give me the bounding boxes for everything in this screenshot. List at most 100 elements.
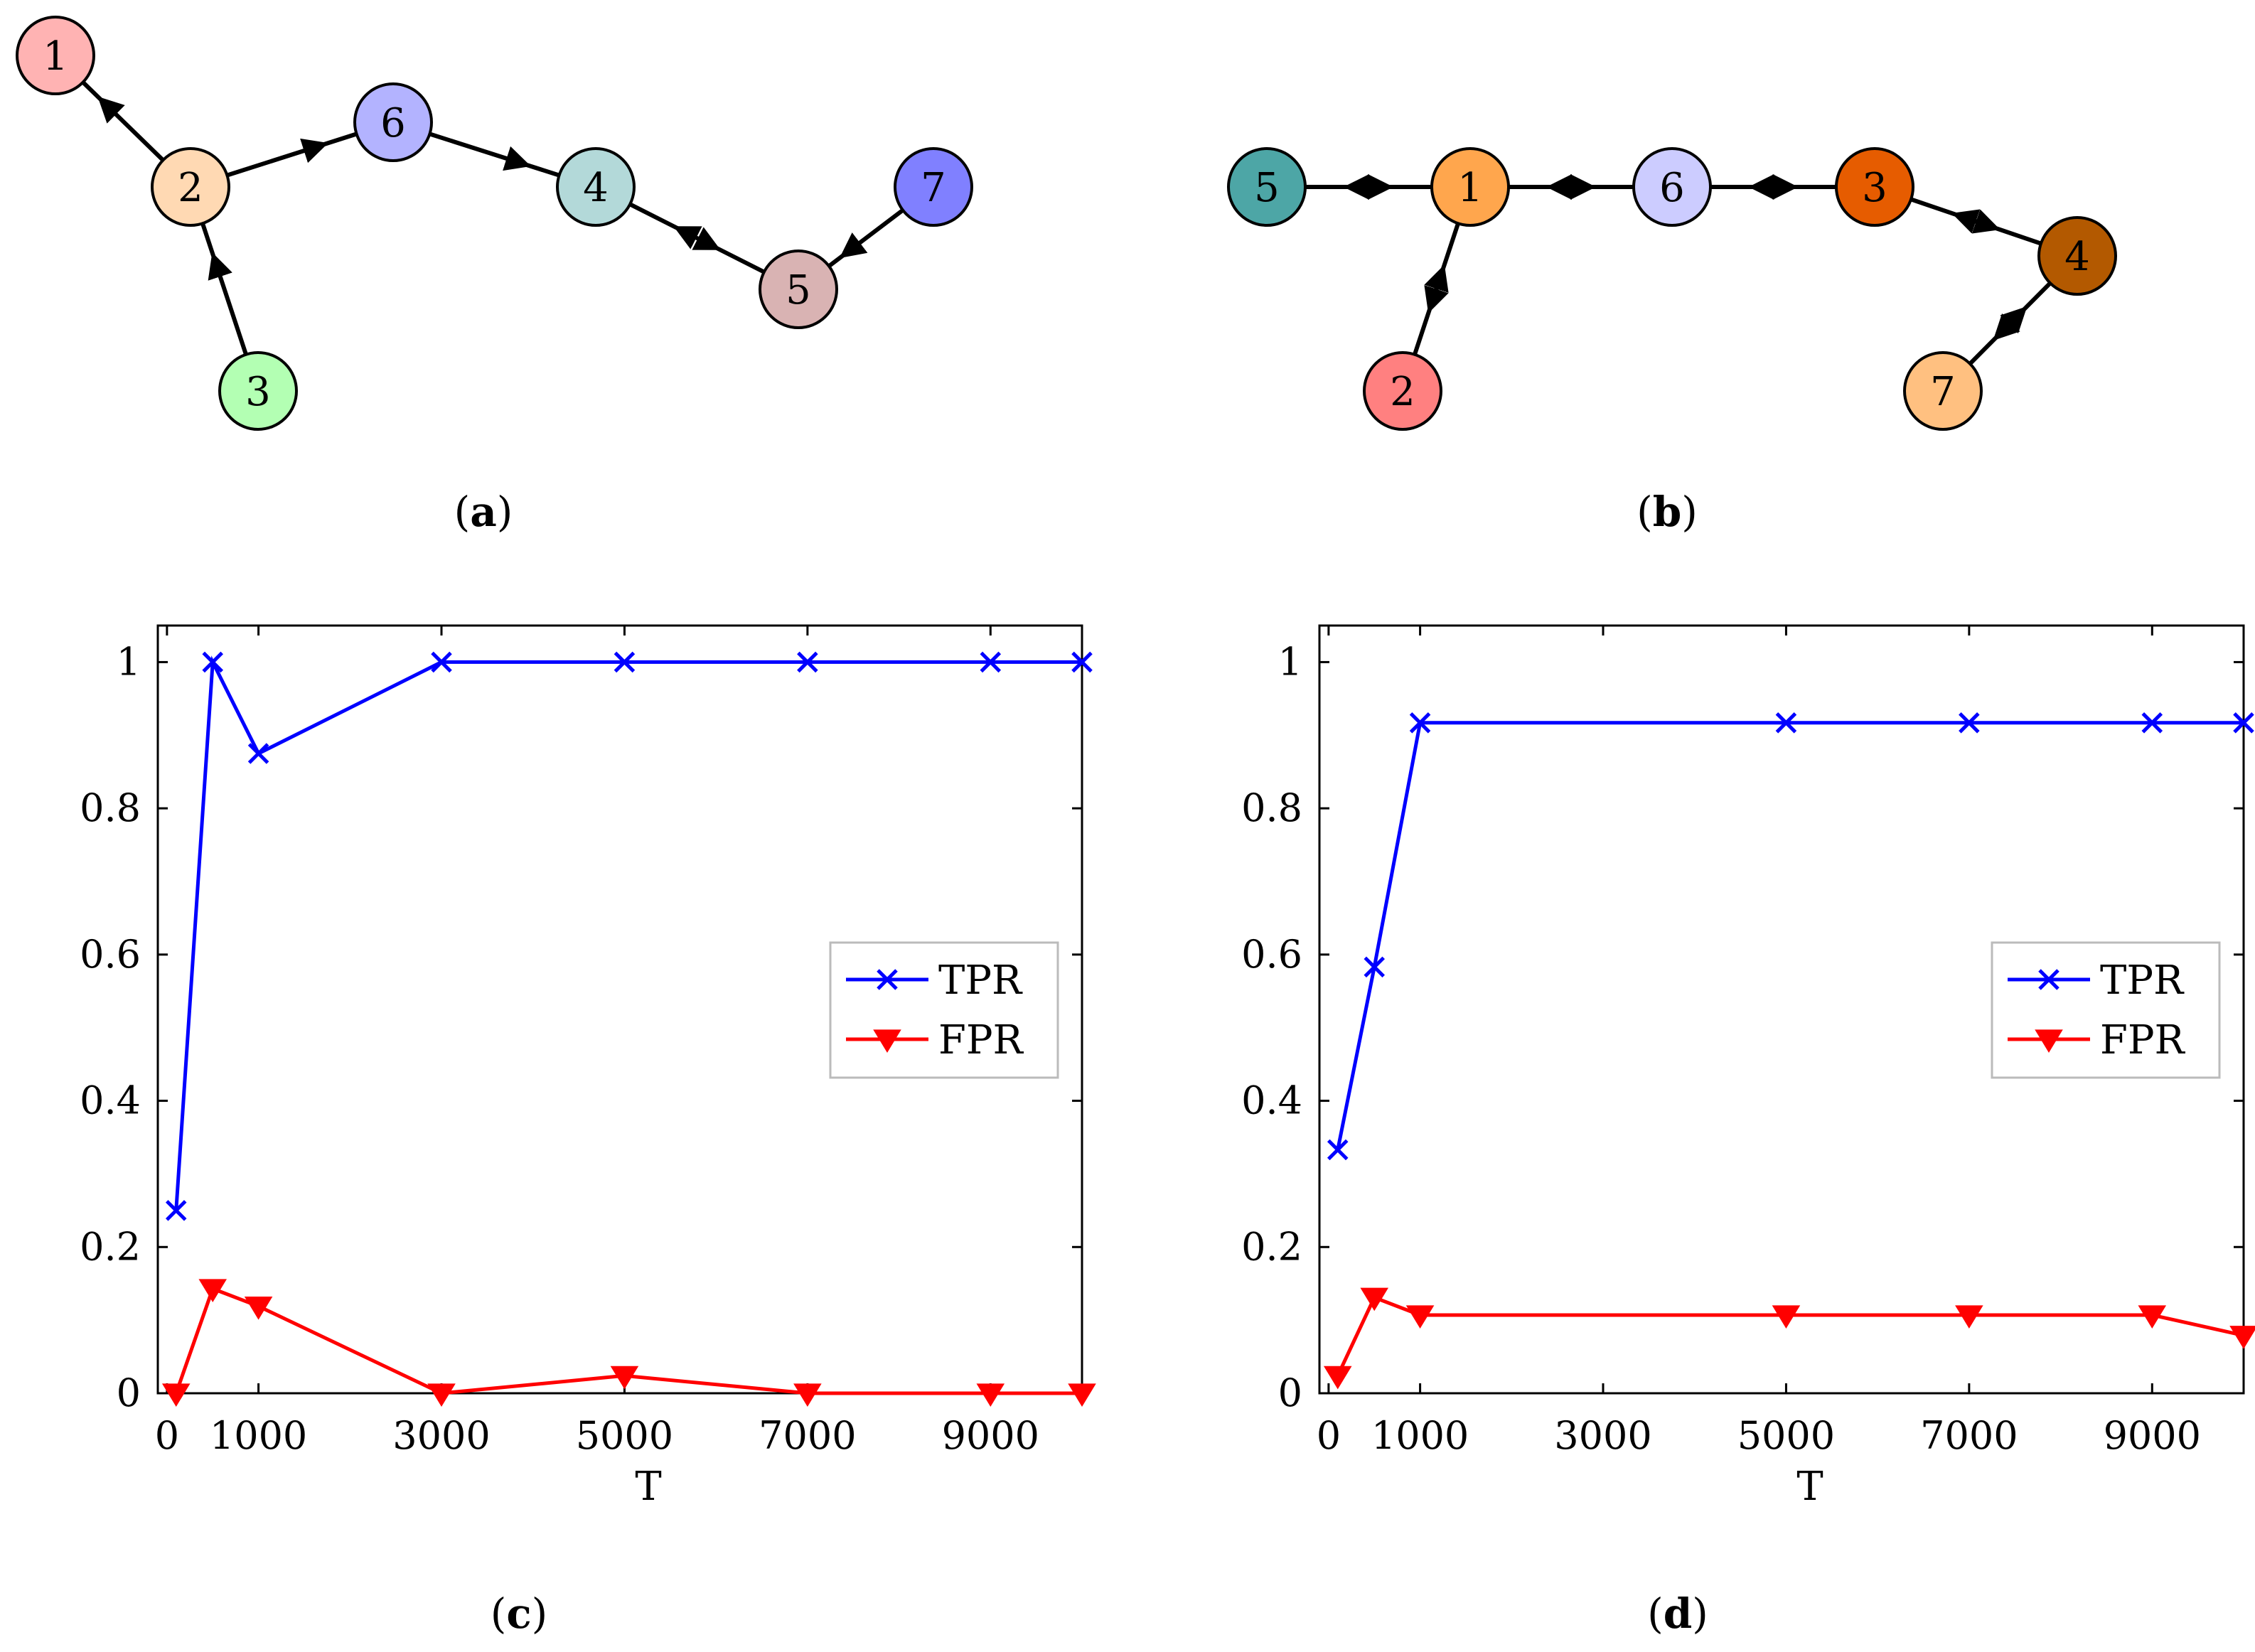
fpr-point: [161, 1383, 191, 1407]
y-tick-label: 1: [117, 639, 141, 684]
legend-label: FPR: [938, 1017, 1024, 1063]
x-axis-label: T: [1796, 1464, 1823, 1510]
graph-node: 3: [1835, 147, 1914, 227]
fpr-point: [2229, 1326, 2255, 1349]
panel-label-a: (a): [454, 488, 513, 536]
tpr-point: [247, 743, 269, 764]
tpr-point: [614, 651, 636, 673]
node-circle: [353, 82, 433, 162]
node-circle: [151, 147, 230, 227]
x-tick-label: 1000: [210, 1413, 307, 1458]
graph-node: 1: [16, 16, 95, 95]
node-circle: [16, 16, 95, 95]
plot-frame: [1318, 624, 2245, 1395]
x-tick-label: 9000: [2104, 1413, 2201, 1458]
node-label: 3: [245, 369, 271, 415]
node-circle: [1835, 147, 1914, 227]
x-tick-label: 5000: [576, 1413, 673, 1458]
series-line-tpr: [1336, 721, 2244, 1150]
y-tick-label: 0: [1278, 1371, 1302, 1415]
tpr-point: [2141, 712, 2163, 734]
node-label: 4: [583, 165, 609, 211]
node-label: 3: [1862, 165, 1887, 211]
edge-arrow: [1424, 264, 1449, 294]
fpr-point: [1772, 1305, 1801, 1329]
x-tick-label: 7000: [1920, 1413, 2018, 1458]
tpr-point: [1071, 651, 1093, 673]
node-label: 7: [1930, 369, 1956, 415]
series-line-tpr: [174, 655, 1082, 1211]
node-circle: [759, 250, 838, 329]
edge-arrow: [1971, 209, 2000, 234]
tpr-point: [980, 651, 1002, 673]
fpr-point: [976, 1383, 1005, 1407]
node-label: 7: [921, 165, 946, 211]
graph-node: 5: [1227, 147, 1307, 227]
edge-arrow: [208, 252, 232, 281]
node-circle: [894, 147, 973, 227]
node-circle: [2037, 216, 2117, 296]
fpr-point: [198, 1279, 227, 1302]
node-label: 1: [1457, 165, 1483, 211]
graph-node: 2: [151, 147, 230, 227]
fpr-point: [873, 1029, 901, 1053]
node-label: 5: [1254, 165, 1280, 211]
tpr-point: [1409, 712, 1431, 734]
tpr-point: [877, 969, 898, 990]
tpr-point: [431, 651, 452, 673]
series-line-fpr: [174, 1286, 1082, 1395]
y-tick-label: 0.2: [1241, 1224, 1302, 1269]
fpr-point: [2035, 1029, 2063, 1053]
graph-node: 2: [1363, 351, 1442, 431]
legend-label: TPR: [938, 958, 1023, 1004]
y-tick-label: 0.6: [1241, 932, 1302, 977]
legend: TPR FPR: [829, 941, 1059, 1079]
tpr-point: [2038, 969, 2060, 990]
tpr-point: [1775, 712, 1797, 734]
node-circle: [1227, 147, 1307, 227]
graph-node: 6: [1632, 147, 1712, 227]
x-tick-label: 3000: [392, 1413, 490, 1458]
edge-arrow: [1424, 284, 1449, 313]
edge-arrow: [300, 138, 328, 163]
edge-arrow: [2000, 306, 2028, 334]
x-tick-label: 0: [155, 1413, 179, 1458]
y-tick-label: 0.8: [80, 785, 141, 830]
tpr-point: [1364, 956, 1385, 978]
node-label: 6: [1659, 165, 1685, 211]
fpr-point: [2138, 1305, 2167, 1329]
y-tick-label: 0.6: [80, 932, 141, 977]
y-tick-label: 0.4: [1241, 1078, 1302, 1123]
y-tick-label: 0: [117, 1371, 141, 1415]
node-circle: [1363, 351, 1442, 431]
graph-node: 7: [1903, 351, 1983, 431]
fpr-point: [610, 1366, 639, 1390]
node-label: 6: [380, 100, 406, 146]
tpr-point: [1959, 712, 1980, 734]
legend-label: TPR: [2100, 958, 2185, 1004]
fpr-point: [1405, 1305, 1435, 1329]
legend-label: FPR: [2100, 1017, 2186, 1063]
graph-panel-b: 5 1 6 3 4 2 7: [1227, 147, 2117, 431]
edge-arrow: [839, 232, 868, 259]
node-circle: [1430, 147, 1510, 227]
node-label: 1: [43, 33, 68, 80]
x-tick-label: 5000: [1737, 1413, 1835, 1458]
fpr-point: [1955, 1305, 1983, 1329]
graph-node: 1: [1430, 147, 1510, 227]
chart-panel-c: 0 0.2 0.4 0.6 0.8 1 0 1000 3000 5000 7000 9000 T TPR F…: [80, 624, 1096, 1510]
y-tick-label: 1: [1278, 639, 1302, 684]
fpr-point: [1068, 1383, 1096, 1407]
fpr-point: [427, 1383, 456, 1407]
x-tick-label: 3000: [1554, 1413, 1651, 1458]
node-label: 2: [178, 165, 203, 211]
node-label: 5: [786, 267, 811, 313]
tpr-point: [202, 651, 223, 673]
tpr-point: [797, 651, 818, 673]
legend-box: [829, 941, 1059, 1079]
edge-arrow: [1951, 209, 1981, 234]
node-circle: [556, 147, 636, 227]
x-tick-label: 0: [1317, 1413, 1341, 1458]
legend-box: [1991, 941, 2221, 1079]
